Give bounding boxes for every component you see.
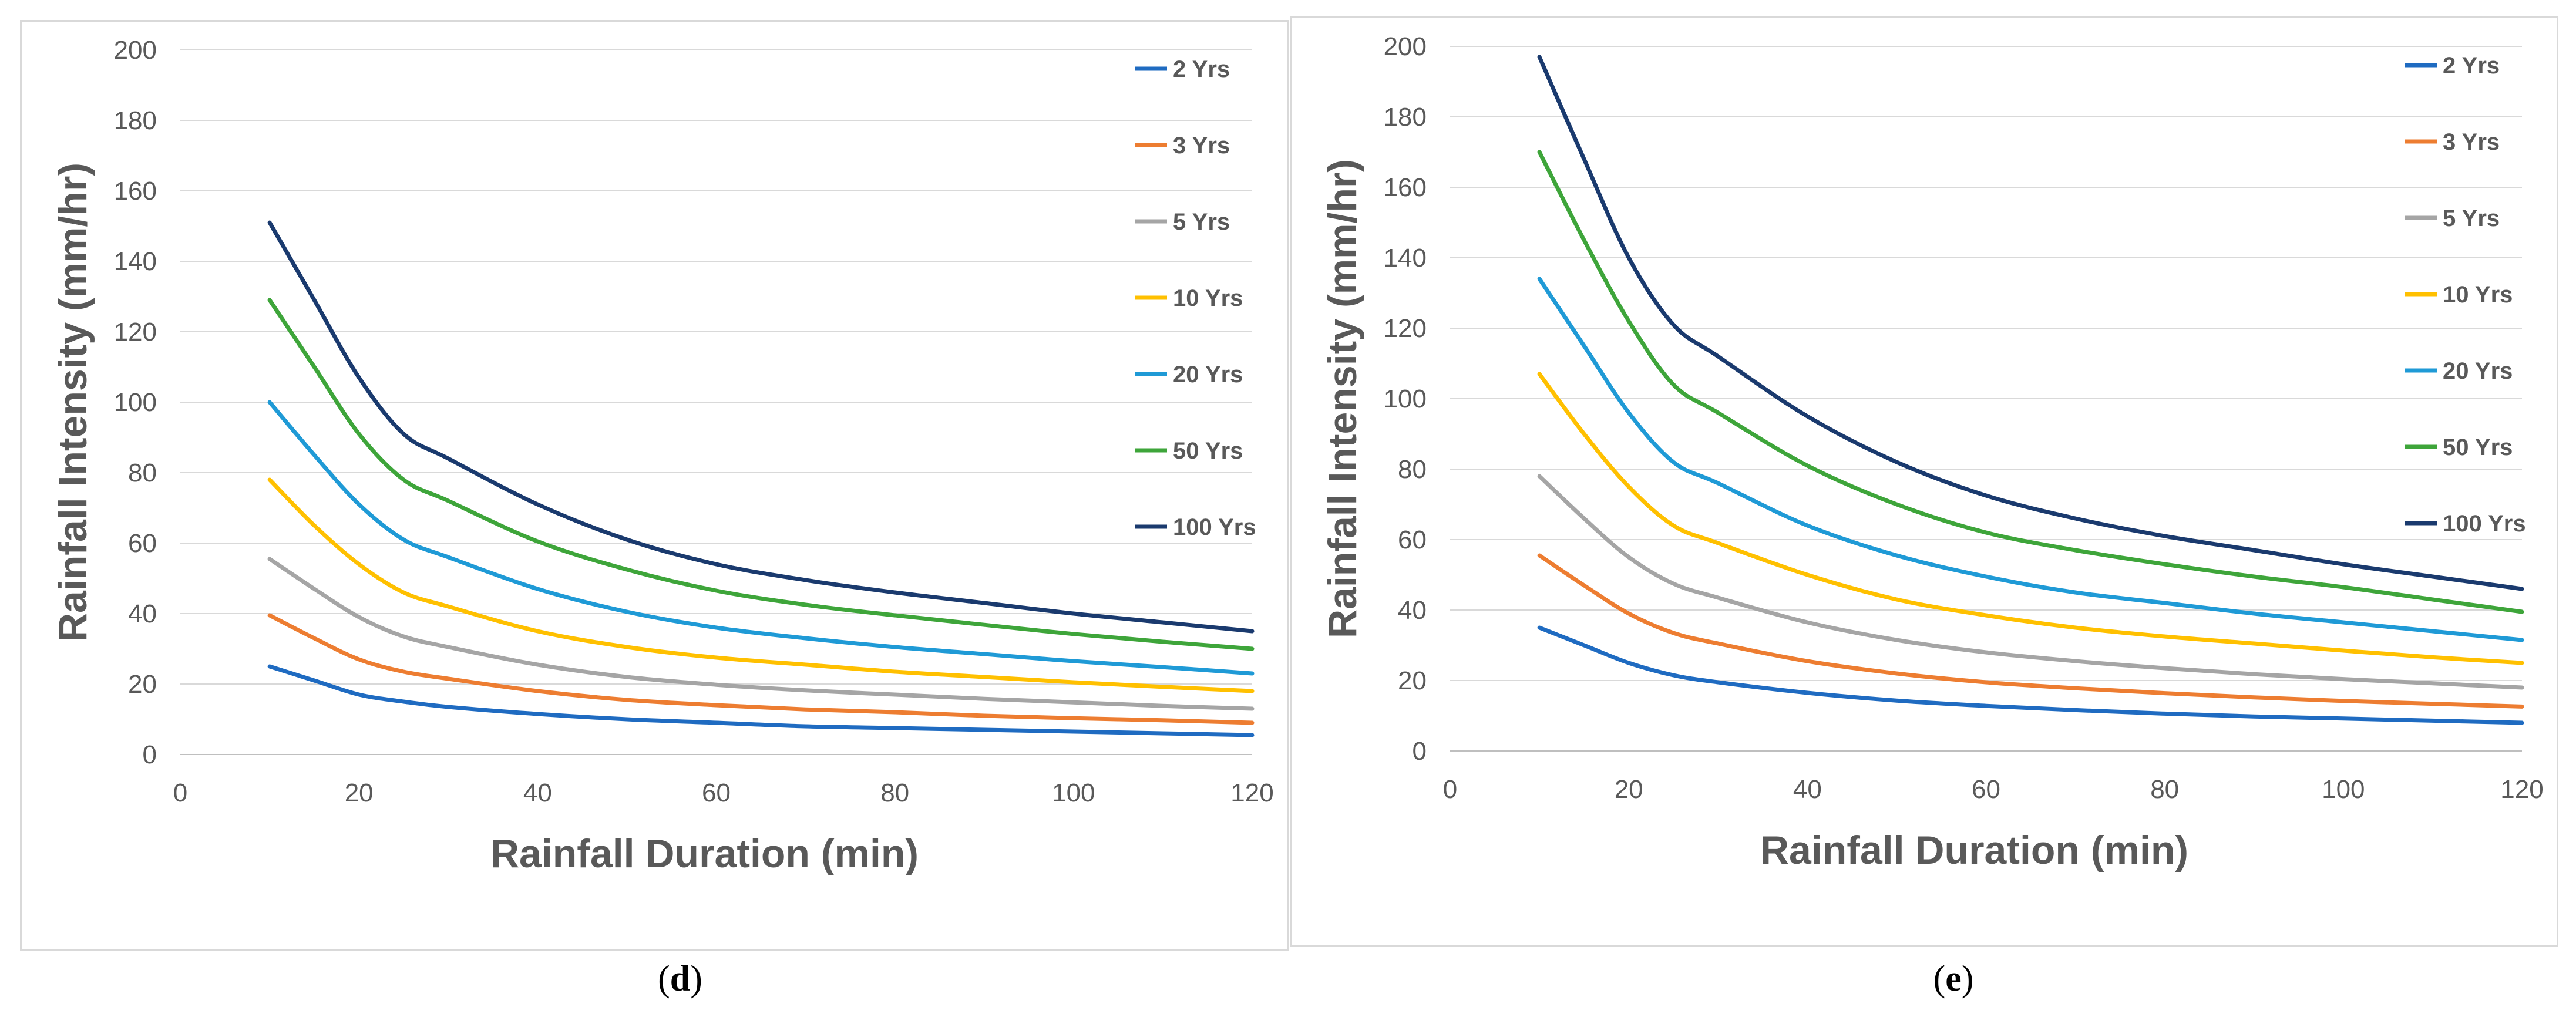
caption-d: (d) — [658, 959, 702, 999]
y-tick-label: 100 — [1384, 385, 1427, 413]
y-tick-label: 140 — [114, 247, 157, 276]
y-tick-label: 0 — [1413, 737, 1427, 766]
legend-label: 50 Yrs — [2443, 434, 2513, 460]
y-tick-label: 20 — [128, 670, 157, 699]
series-line-3-yrs — [267, 613, 1255, 725]
legend-label: 10 Yrs — [2443, 282, 2513, 308]
y-tick-label: 40 — [128, 599, 157, 628]
caption-e: (e) — [1933, 959, 1974, 999]
x-tick-label: 40 — [523, 779, 552, 807]
chart-e: 0 20 40 60 80 100 120 140 160 180 200 0 20 40 60 80 100 1… — [1320, 32, 2544, 873]
x-tick-label: 80 — [880, 779, 909, 807]
y-tick-label: 60 — [128, 529, 157, 558]
legend-label: 20 Yrs — [2443, 358, 2513, 384]
x-tick-label: 40 — [1793, 775, 1822, 804]
series-line-20-yrs — [267, 400, 1255, 676]
x-tick-label: 60 — [1972, 775, 2000, 804]
y-tick-label: 100 — [114, 388, 157, 417]
y-tick-label: 60 — [1398, 526, 1427, 554]
x-tick-label: 100 — [1052, 779, 1095, 807]
x-tick-label: 0 — [173, 779, 187, 807]
y-tick-label: 200 — [114, 36, 157, 65]
legend-label: 5 Yrs — [2443, 206, 2500, 231]
x-tick-label: 60 — [702, 779, 731, 807]
y-axis-title: Rainfall Intensity (mm/hr) — [1320, 159, 1365, 638]
series-line-10-yrs — [267, 477, 1255, 693]
x-axis-title: Rainfall Duration (min) — [1760, 828, 2188, 873]
legend-label: 3 Yrs — [1173, 133, 1230, 159]
legend-label: 100 Yrs — [2443, 511, 2526, 537]
y-tick-label: 180 — [114, 106, 157, 135]
y-tick-label: 120 — [1384, 314, 1427, 343]
chart-panel-e: 0 20 40 60 80 100 120 140 160 180 200 0 20 40 60 80 100 1… — [1290, 16, 2558, 947]
legend-label: 5 Yrs — [1173, 209, 1230, 235]
series-line-100-yrs — [1537, 55, 2524, 591]
x-axis-title: Rainfall Duration (min) — [490, 831, 919, 876]
legend-label: 3 Yrs — [2443, 129, 2500, 155]
y-tick-label: 120 — [114, 318, 157, 346]
series-line-5-yrs — [267, 557, 1255, 711]
series-line-3-yrs — [1537, 553, 2524, 709]
series-line-10-yrs — [1537, 372, 2524, 665]
x-tick-label: 100 — [2322, 775, 2365, 804]
y-tick-label: 80 — [128, 459, 157, 487]
x-tick-label: 20 — [345, 779, 374, 807]
y-axis-title: Rainfall Intensity (mm/hr) — [51, 163, 95, 642]
series-line-50-yrs — [267, 298, 1255, 651]
legend-label: 100 Yrs — [1173, 514, 1256, 540]
x-tick-label: 120 — [1230, 779, 1273, 807]
series-line-5-yrs — [1537, 474, 2524, 690]
legend-label: 10 Yrs — [1173, 285, 1243, 311]
y-tick-label: 20 — [1398, 666, 1427, 695]
series-line-20-yrs — [1537, 277, 2524, 642]
series-line-100-yrs — [267, 220, 1255, 634]
series-line-2-yrs — [267, 664, 1255, 737]
series-line-2-yrs — [1537, 625, 2524, 725]
y-tick-label: 140 — [1384, 244, 1427, 272]
y-tick-label: 180 — [1384, 103, 1427, 132]
legend-label: 2 Yrs — [1173, 56, 1230, 82]
series-line-50-yrs — [1537, 150, 2524, 614]
y-tick-label: 200 — [1384, 32, 1427, 61]
y-tick-label: 40 — [1398, 596, 1427, 625]
legend-label: 2 Yrs — [2443, 53, 2500, 79]
chart-d: 0 20 40 60 80 100 120 140 160 180 200 0 20 40 60 80 100 1… — [51, 36, 1274, 876]
y-tick-label: 160 — [114, 177, 157, 206]
x-tick-label: 0 — [1443, 775, 1457, 804]
legend-label: 20 Yrs — [1173, 362, 1243, 388]
y-tick-label: 80 — [1398, 455, 1427, 484]
y-tick-label: 0 — [143, 740, 157, 769]
x-tick-label: 120 — [2500, 775, 2543, 804]
x-tick-label: 20 — [1615, 775, 1643, 804]
legend-label: 50 Yrs — [1173, 438, 1243, 464]
x-tick-label: 80 — [2150, 775, 2179, 804]
chart-panel-d: 0 20 40 60 80 100 120 140 160 180 200 0 20 40 60 80 100 1… — [20, 20, 1289, 951]
y-tick-label: 160 — [1384, 173, 1427, 202]
